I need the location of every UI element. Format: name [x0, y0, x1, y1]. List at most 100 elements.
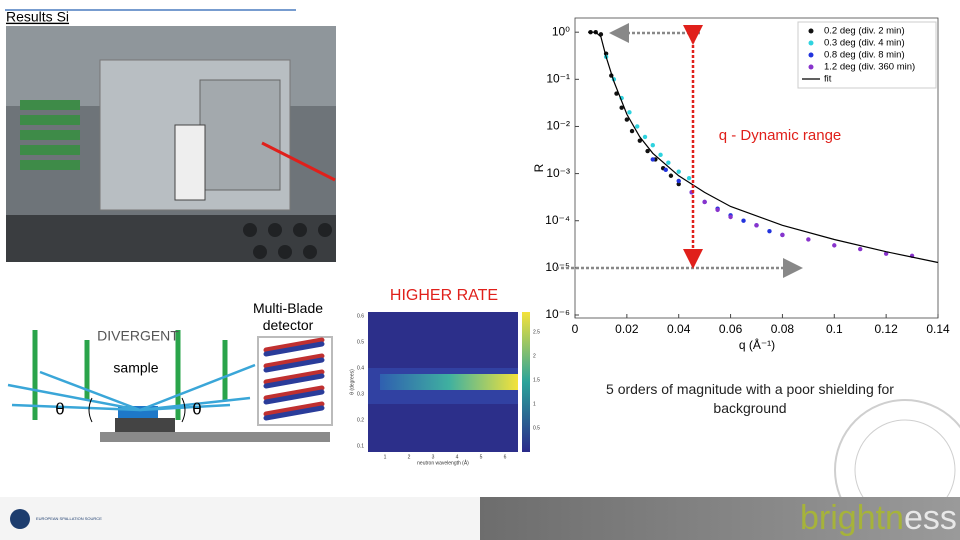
- data-point: [832, 243, 837, 248]
- data-point: [858, 246, 863, 252]
- legend-box: [797, 21, 937, 89]
- logo: brightness: [800, 499, 957, 537]
- legend-label: 0.8 deg (div. 8 min): [824, 50, 905, 61]
- data-point: [676, 181, 681, 187]
- beam-diagram: [7, 330, 333, 442]
- data-point: [624, 117, 630, 122]
- data-point: [806, 237, 811, 242]
- ess-mark: [10, 509, 30, 529]
- heatmap-x-label: neutron wavelength (Å): [417, 459, 469, 466]
- x-tick-label: 0.14: [926, 322, 950, 336]
- caption: 5 orders of magnitude with a poor shield…: [606, 381, 894, 416]
- data-point: [702, 199, 707, 205]
- slide-title: Results Si: [6, 9, 69, 25]
- heatmap-y-tick: 0.1: [357, 443, 364, 449]
- heatmap-y-tick: 0.3: [357, 391, 364, 397]
- data-point: [650, 157, 655, 162]
- y-tick-label: 10⁻³: [546, 166, 570, 180]
- legend-label: 0.2 deg (div. 2 min): [824, 26, 905, 37]
- caption-box: 5 orders of magnitude with a poor shield…: [606, 381, 894, 416]
- data-point: [676, 169, 681, 174]
- data-point: [728, 214, 733, 220]
- sample-label: sample: [113, 360, 158, 376]
- colorbar-tick: 2: [533, 353, 536, 359]
- data-point: [767, 228, 772, 234]
- x-tick-label: 0.02: [615, 322, 639, 336]
- colorbar-tick: 0.5: [533, 425, 540, 431]
- logo-part: brightn: [800, 499, 904, 537]
- data-point: [637, 138, 643, 143]
- photo: [6, 26, 336, 262]
- data-point: [666, 160, 671, 165]
- data-point: [741, 218, 746, 223]
- data-point: [658, 152, 663, 158]
- footer-left: [0, 497, 480, 540]
- y-tick-label: 10⁻⁴: [545, 213, 570, 227]
- legend-swatch: [808, 40, 814, 46]
- data-point: [715, 207, 720, 213]
- ess-logo: EUROPEAN SPALLATION SOURCE: [36, 516, 102, 521]
- rate-label: HIGHER RATE: [390, 287, 498, 304]
- y-tick-label: 10⁻⁶: [545, 307, 570, 321]
- x-tick-label: 0.06: [719, 322, 743, 336]
- heatmap-x-tick: 1: [384, 454, 387, 460]
- logo-part: ess: [904, 499, 957, 537]
- data-point: [668, 173, 674, 178]
- data-point: [686, 175, 692, 181]
- colorbar-tick: 2.5: [533, 329, 540, 335]
- colorbar-tick: 1.5: [533, 377, 540, 383]
- heatmap: 1 2 3 4 5 6 0.6 0.5 0.4 0.3 0.2 0.1 2.5 2 1.5 1 0.5 neutr…: [346, 306, 546, 466]
- heatmap-y-tick: 0.6: [357, 313, 364, 319]
- data-point: [635, 124, 640, 129]
- legend-label: fit: [824, 74, 832, 85]
- heatmap-x-tick: 2: [408, 454, 411, 460]
- footer-right: [480, 497, 960, 540]
- data-point: [676, 178, 681, 184]
- y-tick-label: 10⁻²: [546, 119, 570, 133]
- colorbar-tick: 1: [533, 401, 536, 407]
- legend-swatch: [808, 28, 814, 34]
- legend-label: 1.2 deg (div. 360 min): [824, 62, 915, 73]
- data-point: [754, 223, 759, 228]
- heatmap-y-tick: 0.4: [357, 365, 364, 371]
- data-point: [619, 105, 624, 110]
- angle-right: θ: [192, 399, 201, 418]
- x-axis-label: q (Å⁻¹): [739, 337, 775, 352]
- x-tick-label: 0.12: [874, 322, 898, 336]
- legend-swatch: [808, 64, 814, 70]
- heatmap-x-tick: 6: [504, 454, 507, 460]
- data-point: [663, 167, 668, 173]
- y-axis-label: R: [532, 163, 546, 172]
- data-point: [627, 110, 632, 115]
- y-tick-label: 10⁻¹: [546, 71, 570, 85]
- plot-frame: [574, 17, 939, 319]
- heatmap-y-label: θ (degrees): [349, 369, 355, 395]
- heatmap-y-tick: 0.5: [357, 339, 364, 345]
- data-point: [780, 232, 785, 238]
- detector-label-box: Multi-Blade detector: [252, 300, 324, 333]
- legend-swatch: [808, 52, 814, 58]
- data-point: [883, 251, 889, 256]
- data-point: [629, 128, 635, 134]
- heatmap-x-tick: 3: [432, 454, 435, 460]
- detector-label: Multi-Blade detector: [252, 300, 324, 333]
- fit-line: [588, 31, 939, 264]
- x-tick-label: 0.08: [771, 322, 795, 336]
- annotation-bg: [700, 125, 858, 147]
- annotation: q - Dynamic range: [719, 127, 842, 144]
- x-tick-label: 0: [572, 322, 579, 336]
- data-point: [645, 148, 650, 154]
- heatmap-y-tick: 0.2: [357, 417, 364, 423]
- angle-left: θ: [55, 399, 64, 418]
- heatmap-x-tick: 5: [480, 454, 483, 460]
- x-tick-label: 0.1: [826, 322, 843, 336]
- legend-label: 0.3 deg (div. 4 min): [824, 38, 905, 49]
- data-point: [650, 143, 655, 148]
- x-tick-label: 0.04: [667, 322, 691, 336]
- beam-label: DIVERGENT: [97, 328, 179, 344]
- heatmap-x-tick: 4: [456, 454, 459, 460]
- y-tick-label: 10⁰: [552, 24, 570, 38]
- data-point: [642, 134, 648, 140]
